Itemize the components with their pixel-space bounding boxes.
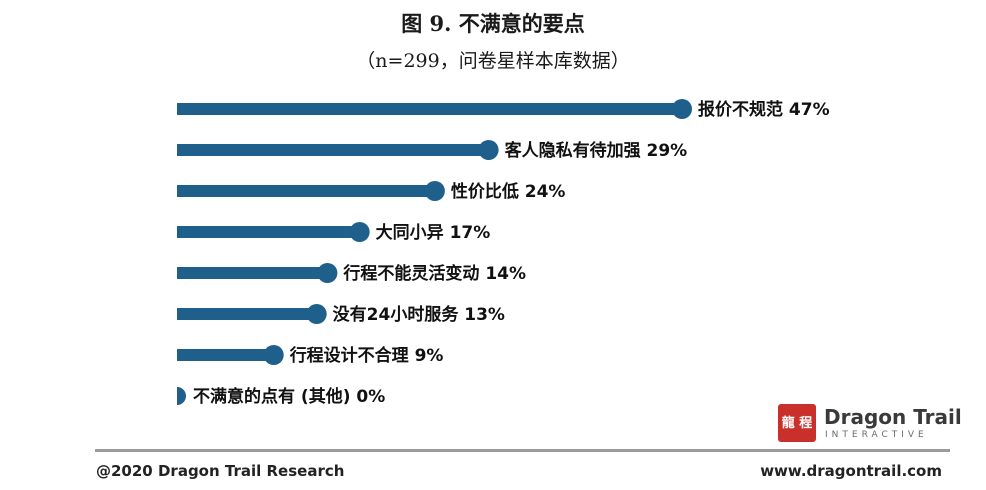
bar-4 [177,267,328,279]
bar-end-dot-1 [478,140,499,160]
bar-end-dot-3 [349,222,370,242]
footer-copyright: @2020 Dragon Trail Research [96,462,345,480]
footer-divider [95,449,950,452]
bar-end-dot-2 [424,181,445,201]
bar-end-dot-6 [263,345,284,365]
bar-1 [177,144,489,156]
bar-label-1: 客人隐私有待加强 29% [504,140,688,161]
bar-label-3: 大同小异 17% [376,222,491,243]
bar-label-4: 行程不能灵活变动 14% [342,263,526,284]
bar-6 [177,349,274,361]
bar-label-6: 行程设计不合理 9% [289,345,444,366]
bar-2 [177,185,435,197]
dragon-trail-logo: 龍 程 Dragon Trail INTERACTIVE [778,404,962,444]
footer-website: www.dragontrail.com [760,462,942,480]
logo-tagline: INTERACTIVE [825,430,928,440]
bar-label-5: 没有24小时服务 13% [333,304,505,325]
bar-end-dot-4 [317,263,338,283]
logo-name: Dragon Trail [824,405,962,429]
bar-0 [177,103,682,115]
bar-label-0: 报价不规范 47% [698,99,830,120]
bar-end-dot-0 [672,99,692,119]
bar-end-dot-7 [177,387,186,405]
chart-title: 图 9. 不满意的要点 [401,11,585,36]
chart-subtitle: （n=299，问卷星样本库数据） [356,50,630,72]
bar-5 [177,308,317,320]
bar-label-7: 不满意的点有 (其他) 0% [193,386,385,407]
bar-chart: 报价不规范 47% 客人隐私有待加强 29% 性价比低 24% 大同小异 17% 行程不… [177,99,830,407]
dragon-trail-logo-mark: 龍 程 [778,404,816,442]
bar-label-2: 性价比低 24% [451,181,566,202]
bar-3 [177,226,360,238]
bar-end-dot-5 [306,304,327,324]
